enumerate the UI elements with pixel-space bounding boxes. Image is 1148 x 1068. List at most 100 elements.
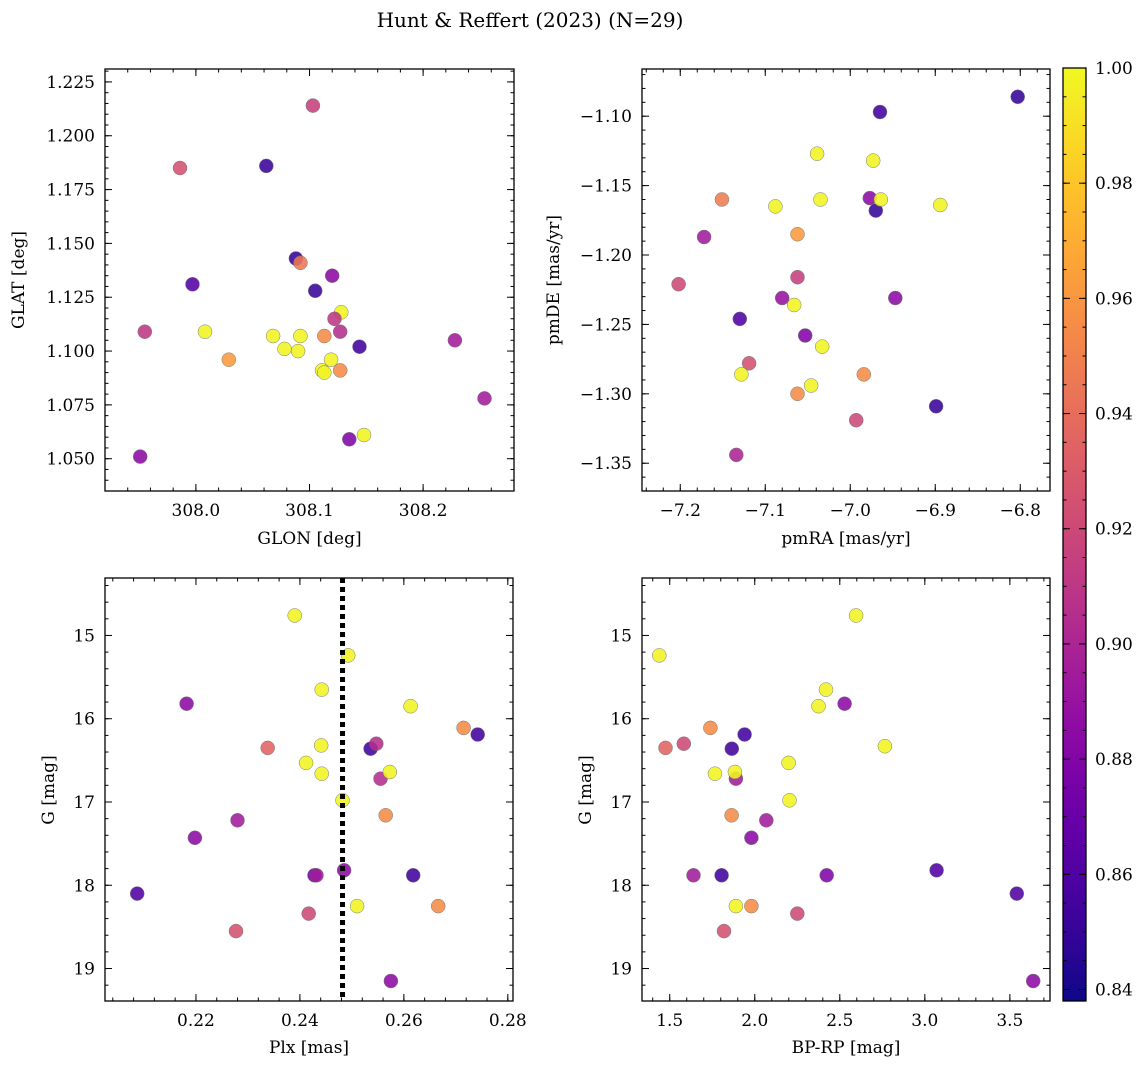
x-tick-label: 308.0 — [172, 501, 221, 521]
x-tick-label: 0.24 — [281, 1011, 319, 1031]
point-pmra-pmde-24 — [803, 378, 819, 393]
y-tick-label: 1.075 — [46, 396, 95, 416]
x-tick-label: 0.26 — [385, 1011, 423, 1031]
point-glon-glat-1 — [172, 160, 188, 176]
point-plx-g-17 — [230, 813, 245, 828]
point-plx-g-14 — [382, 764, 398, 780]
point-bprp-g-20 — [714, 868, 729, 883]
point-pmra-pmde-4 — [714, 192, 730, 207]
y-tick-label: 18 — [610, 876, 632, 896]
point-bprp-g-6 — [737, 727, 752, 742]
point-plx-g-18 — [187, 830, 203, 846]
x-axis-label-bprp-g: BP-RP [mag] — [792, 1038, 901, 1058]
y-tick-label: 1.125 — [46, 288, 95, 308]
point-pmra-pmde-9 — [873, 192, 889, 207]
point-bprp-g-25 — [744, 898, 759, 914]
colorbar-frame — [1062, 67, 1087, 1002]
point-bprp-g-9 — [724, 741, 740, 756]
points-pmra-pmde — [671, 89, 1025, 463]
point-plx-g-10 — [369, 736, 384, 751]
point-plx-g-28 — [383, 973, 399, 989]
point-bprp-g-17 — [759, 813, 774, 828]
point-glon-glat-23 — [317, 365, 332, 380]
point-bprp-g-10 — [877, 738, 893, 754]
point-plx-g-5 — [456, 720, 471, 736]
x-tick-label: 2.5 — [826, 1011, 853, 1031]
x-tick-label: −7.1 — [745, 501, 786, 521]
colorbar-tick-label: 0.90 — [1095, 635, 1133, 655]
point-glon-glat-13 — [265, 328, 281, 344]
colorbar-tick-label: 0.96 — [1095, 289, 1133, 309]
x-tick-label: −7.2 — [660, 501, 701, 521]
point-bprp-g-15 — [782, 793, 797, 808]
point-pmra-pmde-12 — [790, 226, 805, 242]
colorbar-tick-label: 0.92 — [1095, 520, 1133, 540]
colorbar: 0.84 0.86 0.88 0.90 0.92 0.94 0.96 0.98 1.00 — [1062, 59, 1133, 1002]
point-bprp-g-5 — [703, 720, 718, 736]
colorbar-tick-label: 0.84 — [1095, 980, 1133, 1000]
point-glon-glat-28 — [132, 449, 148, 464]
x-axis-label-pmra-pmde: pmRA [mas/yr] — [781, 529, 910, 549]
y-tick-label: 17 — [73, 793, 95, 813]
point-glon-glat-20 — [221, 352, 237, 367]
ticks-plx-g: 0.22 0.24 0.26 0.28 15 16 17 18 19 — [73, 578, 527, 1031]
point-pmra-pmde-20 — [814, 339, 830, 354]
x-tick-label: −7.0 — [830, 501, 871, 521]
point-plx-g-8 — [313, 738, 329, 753]
y-tick-label: 1.100 — [46, 342, 95, 362]
colorbar-tick-label: 1.00 — [1095, 59, 1133, 79]
point-glon-glat-12 — [332, 324, 348, 339]
colorbar-gradient — [1063, 68, 1086, 1001]
point-bprp-g-27 — [716, 923, 732, 939]
point-bprp-g-1 — [652, 648, 667, 663]
point-pmra-pmde-0 — [1010, 89, 1025, 105]
x-tick-label: 308.2 — [399, 501, 448, 521]
point-pmra-pmde-21 — [741, 356, 757, 371]
point-plx-g-4 — [403, 698, 418, 714]
x-axis-label-plx-g: Plx [mas] — [269, 1038, 349, 1058]
y-axis-label-glon-glat: GLAT [deg] — [9, 231, 29, 329]
points-glon-glat — [132, 98, 492, 464]
point-bprp-g-26 — [790, 906, 805, 921]
x-tick-label: 2.0 — [741, 1011, 768, 1031]
point-pmra-pmde-18 — [732, 311, 748, 327]
point-bprp-g-24 — [728, 898, 744, 914]
point-glon-glat-18 — [352, 339, 367, 354]
point-bprp-g-28 — [1025, 973, 1041, 989]
y-tick-label: 16 — [610, 710, 632, 730]
colorbar-ticks: 0.84 0.86 0.88 0.90 0.92 0.94 0.96 0.98 1.00 — [1063, 59, 1133, 1000]
axes-frame-bprp-g — [641, 577, 1051, 1002]
point-pmra-pmde-3 — [865, 153, 881, 168]
y-tick-label: 17 — [610, 793, 632, 813]
point-glon-glat-27 — [356, 427, 372, 443]
point-glon-glat-25 — [477, 391, 492, 406]
x-tick-label: 308.1 — [285, 501, 334, 521]
y-tick-label: −1.30 — [580, 385, 632, 405]
point-bprp-g-22 — [929, 863, 944, 878]
x-tick-label: −6.9 — [915, 501, 956, 521]
ticks-bprp-g: 1.5 2.0 2.5 3.0 3.5 15 16 17 18 19 — [610, 578, 1050, 1031]
point-plx-g-22 — [405, 868, 421, 883]
point-pmra-pmde-25 — [790, 386, 805, 402]
point-bprp-g-0 — [848, 608, 864, 623]
y-tick-label: 19 — [73, 960, 95, 980]
point-glon-glat-4 — [293, 255, 308, 271]
x-tick-label: 0.28 — [489, 1011, 527, 1031]
y-tick-label: 15 — [73, 626, 95, 646]
point-pmra-pmde-1 — [872, 104, 888, 120]
point-pmra-pmde-15 — [774, 290, 790, 306]
point-pmra-pmde-13 — [671, 276, 686, 292]
x-tick-label: −6.8 — [1000, 501, 1041, 521]
figure-title: Hunt & Reffert (2023) (N=29) — [377, 8, 684, 32]
panel-plx-g: 0.22 0.24 0.26 0.28 15 16 17 18 19 Plx [mas] G [… — [39, 577, 527, 1058]
point-bprp-g-18 — [744, 830, 759, 846]
point-pmra-pmde-10 — [933, 197, 948, 213]
point-pmra-pmde-14 — [790, 269, 805, 285]
axes-frame-glon-glat — [104, 68, 515, 492]
colorbar-tick-label: 0.94 — [1095, 405, 1133, 425]
point-pmra-pmde-17 — [888, 290, 903, 306]
point-bprp-g-7 — [658, 740, 673, 756]
point-pmra-pmde-6 — [813, 192, 828, 207]
point-glon-glat-2 — [259, 158, 274, 174]
